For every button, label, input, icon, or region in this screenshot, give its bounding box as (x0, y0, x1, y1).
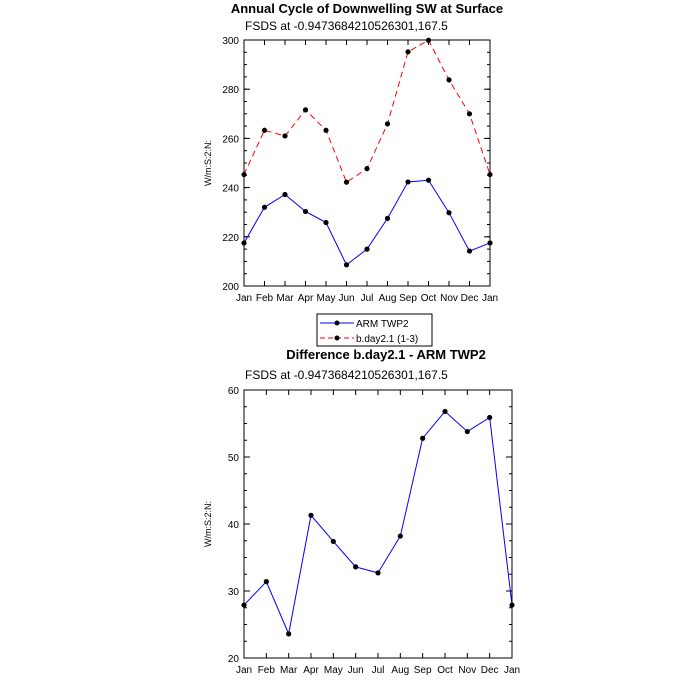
series-0-point (241, 240, 247, 246)
chart-subtitle: FSDS at -0.9473684210526301,167.5 (245, 19, 448, 33)
y-tick-label: 30 (228, 587, 240, 598)
series-0-point (375, 570, 381, 576)
x-tick-label: Jul (372, 665, 385, 676)
series-0-point (343, 262, 350, 268)
series-1-point (364, 166, 370, 172)
series-1-point (302, 107, 309, 113)
x-tick-label: Oct (421, 293, 437, 304)
difference-chart: Difference b.day2.1 - ARM TWP2 FSDS at -… (203, 347, 520, 676)
series-0-point (308, 512, 314, 518)
series-1-point (261, 127, 268, 133)
y-tick-label: 280 (222, 85, 239, 96)
legend-label-arm: ARM TWP2 (356, 319, 409, 330)
y-tick-label: 40 (228, 520, 240, 531)
x-tick-label: Jun (348, 665, 364, 676)
x-tick-label: Jan (236, 665, 252, 676)
x-tick-label: Apr (303, 665, 319, 676)
y-tick-label: 220 (222, 233, 239, 244)
x-tick-label: Aug (379, 293, 397, 304)
series-0-point (353, 564, 359, 570)
series-0-point (302, 208, 309, 215)
x-tick-label: Nov (440, 293, 458, 304)
legend-marker-model (334, 335, 340, 341)
x-tick-label: Jan (236, 293, 252, 304)
series-0-point (442, 408, 448, 415)
series-0-point (364, 246, 370, 252)
x-tick-label: May (317, 293, 336, 304)
series-0-point (446, 210, 452, 216)
plot-frame (243, 389, 513, 659)
x-tick-label: Dec (461, 293, 479, 304)
y-tick-label: 60 (228, 386, 240, 397)
x-tick-label: Oct (437, 665, 453, 676)
legend-label-model: b.day2.1 (1-3) (356, 334, 418, 345)
series-1-point (384, 121, 391, 127)
x-tick-label: Sep (399, 293, 417, 304)
series-line-0 (243, 179, 491, 266)
x-tick-label: Aug (391, 665, 409, 676)
series-0-point (487, 240, 493, 246)
y-tick-label: 20 (228, 654, 240, 665)
series-0-point (466, 248, 473, 254)
x-tick-label: Nov (458, 665, 476, 676)
series-line-0 (243, 410, 513, 636)
x-tick-label: Jan (482, 293, 498, 304)
x-tick-label: Jun (338, 293, 354, 304)
series-0-point (330, 538, 336, 545)
y-tick-label: 50 (228, 453, 240, 464)
series-0-point (397, 533, 403, 539)
series-0-point (425, 177, 432, 183)
legend-marker-arm (334, 320, 340, 326)
series-0-point (241, 602, 247, 608)
series-0-point (263, 579, 269, 585)
series-0-point (464, 428, 470, 435)
chart-subtitle: FSDS at -0.9473684210526301,167.5 (245, 368, 448, 382)
x-tick-label: May (324, 665, 343, 676)
x-tick-label: Jul (361, 293, 374, 304)
x-tick-label: Sep (414, 665, 432, 676)
y-tick-label: 200 (222, 282, 239, 293)
series-1-point (446, 77, 452, 83)
series-1-point (241, 171, 247, 178)
chart-title: Annual Cycle of Downwelling SW at Surfac… (231, 1, 503, 16)
x-tick-label: Feb (258, 665, 276, 676)
series-0-point (405, 179, 411, 185)
series-1-point (343, 179, 350, 185)
series-0-point (286, 631, 292, 637)
series-1-point (466, 111, 473, 117)
annual-cycle-chart: Annual Cycle of Downwelling SW at Surfac… (203, 1, 503, 347)
y-axis-label: W/m:S:2:N: (203, 501, 213, 547)
y-axis-label: W/m:S:2:N: (203, 140, 213, 186)
y-tick-label: 300 (222, 36, 239, 47)
series-0-point (487, 414, 493, 421)
series-1-point (425, 37, 432, 43)
y-tick-label: 260 (222, 134, 239, 145)
y-tick-label: 240 (222, 184, 239, 195)
legend-box (316, 313, 433, 347)
series-0-point (420, 435, 426, 441)
series-0-point (509, 602, 515, 608)
x-tick-label: Mar (280, 665, 298, 676)
series-line-1 (243, 39, 491, 183)
x-tick-label: Mar (276, 293, 294, 304)
x-tick-label: Feb (256, 293, 274, 304)
x-tick-label: Dec (481, 665, 499, 676)
series-0-point (323, 219, 329, 226)
series-0-point (282, 191, 288, 198)
series-0-point (261, 204, 268, 210)
series-1-point (282, 133, 288, 139)
series-1-point (323, 127, 329, 133)
series-0-point (384, 215, 391, 221)
series-1-point (487, 171, 493, 178)
x-tick-label: Jan (504, 665, 520, 676)
legend: ARM TWP2 b.day2.1 (1-3) (316, 313, 433, 347)
chart-title: Difference b.day2.1 - ARM TWP2 (286, 347, 486, 362)
x-tick-label: Apr (298, 293, 314, 304)
series-1-point (405, 49, 411, 55)
